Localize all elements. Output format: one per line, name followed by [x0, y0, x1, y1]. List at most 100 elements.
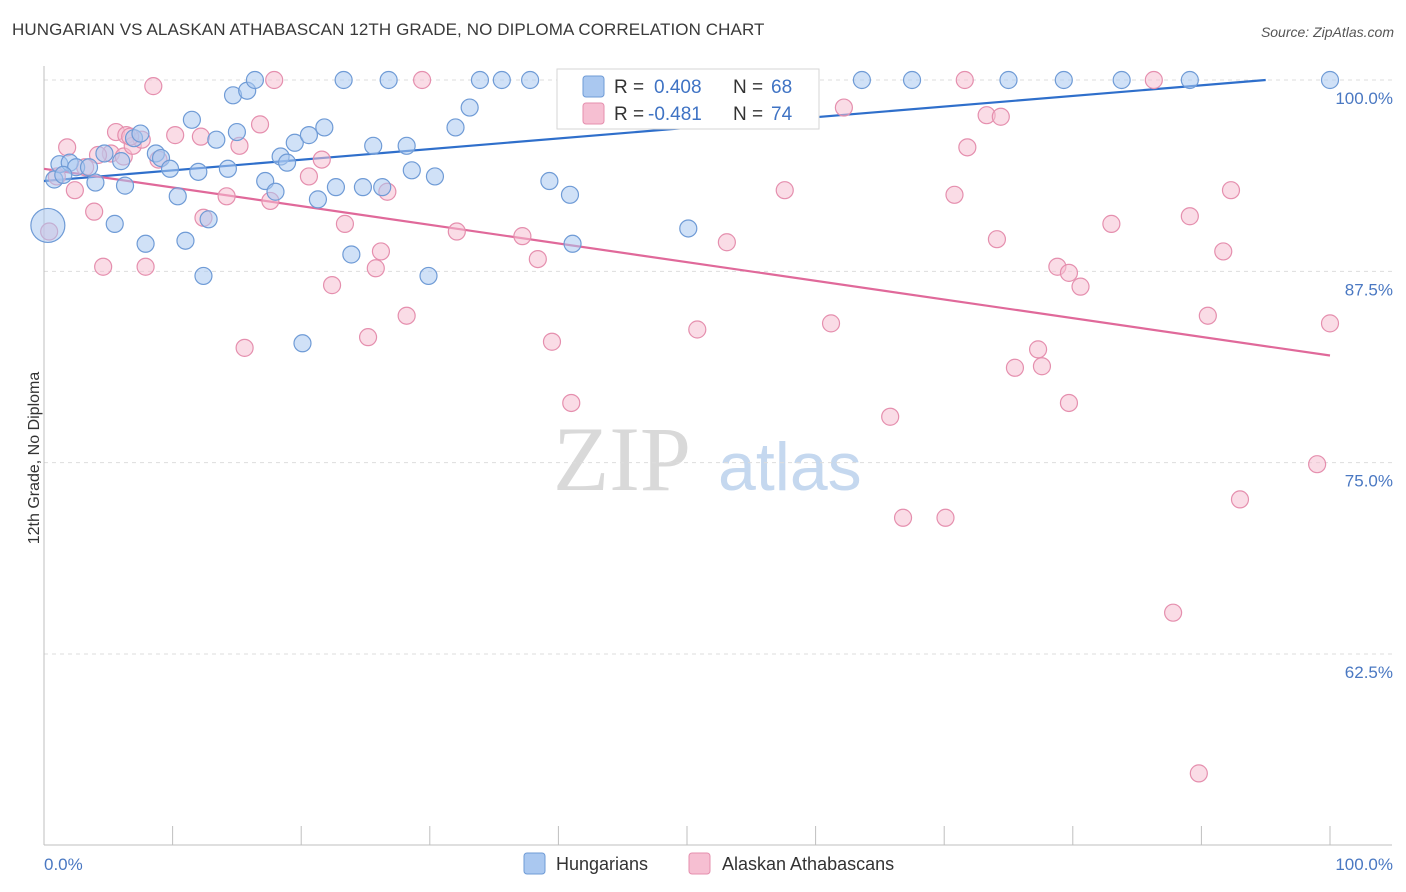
alaskan-athabascan-point: [335, 214, 355, 233]
y-tick-label: 75.0%: [1345, 472, 1393, 491]
hungarian-point: [326, 178, 346, 197]
y-tick-label: 100.0%: [1335, 89, 1393, 108]
legend-swatch-hungarians: [523, 852, 546, 875]
hungarian-point: [30, 207, 66, 244]
hungarian-point: [540, 171, 559, 191]
hungarian-point: [364, 136, 383, 155]
gridlines: [44, 79, 1392, 655]
alaskan-athabascan-point: [1198, 306, 1217, 325]
alaskan-athabascan-point: [1221, 181, 1241, 200]
hungarian-point: [902, 70, 922, 90]
hungarian-point: [79, 158, 99, 177]
hungarian-point: [419, 266, 438, 286]
stats-n-value-alaskan-athabascans: 74: [771, 104, 793, 125]
alaskan-athabascan-point: [1032, 357, 1052, 376]
stats-swatch-hungarians: [582, 75, 605, 98]
alaskan-athabascan-point: [136, 257, 155, 276]
hungarian-point: [86, 173, 105, 192]
alaskan-athabascan-point: [513, 227, 532, 246]
alaskan-athabascan-point: [358, 328, 378, 347]
legend-swatch-alaskan-athabascans: [688, 852, 711, 875]
hungarian-point: [402, 161, 421, 180]
y-tick-label: 87.5%: [1345, 280, 1393, 299]
alaskan-athabascan-point: [688, 320, 707, 339]
alaskan-athabascan-point: [371, 242, 391, 261]
alaskan-athabascan-point: [1059, 393, 1079, 413]
alaskan-athabascan-point: [1180, 207, 1199, 226]
alaskan-athabascan-point: [834, 98, 853, 117]
alaskan-athabascan-point: [1028, 340, 1048, 359]
hungarian-point: [446, 118, 465, 137]
x-tick-label-max: 100.0%: [1335, 855, 1393, 874]
axes: 62.5% 75.0% 87.5% 100.0% 0.0% 100.0%: [43, 66, 1393, 874]
hungarian-point: [293, 334, 312, 353]
hungarian-point: [353, 178, 373, 197]
hungarian-point: [299, 126, 319, 145]
trend-lines: [43, 78, 1331, 357]
alaskan-athabascan-point: [1102, 214, 1121, 233]
alaskan-athabascan-point: [945, 185, 964, 204]
alaskan-athabascan-point: [412, 70, 432, 90]
hungarian-point: [266, 182, 285, 201]
hungarian-point: [492, 70, 511, 90]
alaskan-athabascan-point: [299, 167, 319, 186]
x-tick-label-min: 0.0%: [44, 855, 83, 874]
alaskan-athabascan-point: [987, 230, 1007, 249]
hungarian-point: [115, 176, 135, 195]
hungarian-point: [852, 70, 871, 90]
alaskan-athabascan-point: [65, 181, 84, 200]
hungarian-point: [95, 144, 114, 163]
legend-label-hungarians: Hungarians: [556, 854, 648, 874]
alaskan-athabascan-point: [191, 127, 210, 146]
alaskan-athabascan-point: [1230, 490, 1250, 509]
series-alaskan-athabascans: [40, 70, 1340, 783]
alaskan-athabascan-point: [542, 332, 562, 351]
alaskan-athabascan-point: [775, 181, 794, 200]
alaskan-athabascan-point: [893, 508, 913, 527]
hungarian-point: [397, 136, 416, 155]
alaskan-athabascan-point: [235, 338, 254, 357]
series-hungarians: [30, 70, 1340, 353]
hungarian-point: [189, 162, 208, 181]
alaskan-athabascan-point: [881, 407, 900, 426]
hungarian-point: [560, 185, 580, 204]
alaskan-athabascan-point: [144, 77, 163, 96]
hungarian-point: [54, 165, 73, 185]
alaskan-athabascan-point: [717, 233, 736, 252]
chart-title: HUNGARIAN VS ALASKAN ATHABASCAN 12TH GRA…: [12, 20, 765, 39]
alaskan-athabascan-point: [821, 314, 841, 333]
trend-line-hungarians: [43, 78, 1266, 183]
hungarian-point: [131, 124, 150, 143]
alaskan-athabascan-point: [447, 222, 466, 241]
alaskan-athabascan-point: [1164, 603, 1183, 622]
hungarian-point: [470, 70, 490, 90]
hungarian-point: [194, 266, 213, 286]
hungarian-point: [168, 187, 187, 206]
alaskan-athabascan-point: [397, 306, 416, 325]
hungarian-point: [1112, 70, 1131, 90]
hungarian-point: [105, 214, 124, 233]
hungarian-point: [1180, 70, 1199, 90]
hungarian-point: [679, 219, 698, 238]
alaskan-athabascan-point: [1071, 277, 1090, 296]
y-axis-label: 12th Grade, No Diploma: [26, 372, 43, 545]
alaskan-athabascan-point: [1320, 314, 1340, 333]
hungarian-point: [342, 245, 361, 264]
hungarian-point: [315, 118, 334, 137]
alaskan-athabascan-point: [58, 138, 77, 157]
alaskan-athabascan-point: [1144, 70, 1163, 90]
alaskan-athabascan-point: [217, 187, 236, 206]
alaskan-athabascan-point: [250, 115, 270, 134]
alaskan-athabascan-point: [322, 276, 342, 295]
stats-r-value-alaskan-athabascans: -0.481: [648, 104, 702, 125]
hungarian-point: [245, 70, 265, 90]
stats-r-label-alaskan-athabascans: R =: [614, 104, 644, 125]
hungarian-point: [227, 122, 246, 142]
alaskan-athabascan-point: [958, 138, 977, 157]
hungarian-point: [460, 98, 479, 117]
stats-swatch-alaskan-athabascans: [582, 102, 605, 125]
hungarian-point: [160, 159, 180, 178]
alaskan-athabascan-point: [991, 107, 1010, 126]
legend-label-alaskan-athabascans: Alaskan Athabascans: [722, 854, 894, 874]
